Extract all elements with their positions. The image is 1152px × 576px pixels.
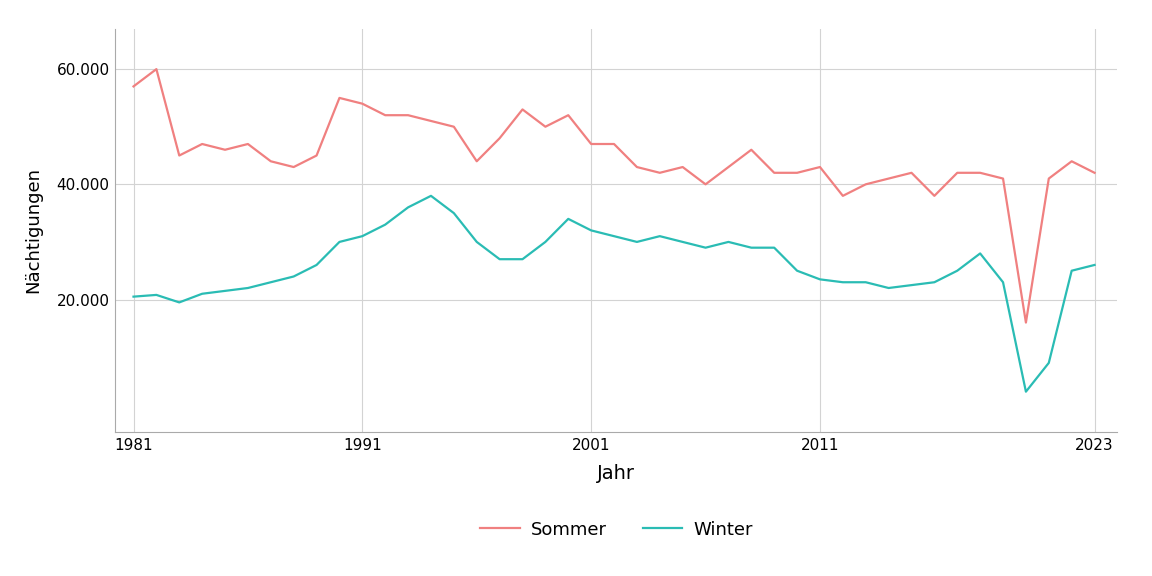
Winter — [561, 215, 575, 222]
Sommer — [447, 123, 461, 130]
Winter — [538, 238, 552, 245]
Sommer — [470, 158, 484, 165]
Winter — [676, 238, 690, 245]
Sommer — [653, 169, 667, 176]
Winter — [127, 293, 141, 300]
Sommer — [721, 164, 735, 170]
Winter — [401, 204, 415, 211]
Sommer — [310, 152, 324, 159]
Sommer — [1087, 169, 1101, 176]
Winter — [1087, 262, 1101, 268]
Sommer — [401, 112, 415, 119]
Sommer — [516, 106, 530, 113]
Sommer — [287, 164, 301, 170]
Sommer — [881, 175, 895, 182]
Winter — [1064, 267, 1078, 274]
Winter — [973, 250, 987, 257]
Sommer — [859, 181, 873, 188]
X-axis label: Jahr: Jahr — [598, 464, 635, 483]
Winter — [516, 256, 530, 263]
Y-axis label: Nächtigungen: Nächtigungen — [24, 168, 43, 293]
Sommer — [378, 112, 392, 119]
Winter — [836, 279, 850, 286]
Winter — [356, 233, 370, 240]
Winter — [607, 233, 621, 240]
Winter — [744, 244, 758, 251]
Sommer — [790, 169, 804, 176]
Winter — [150, 291, 164, 298]
Sommer — [127, 83, 141, 90]
Winter — [470, 238, 484, 245]
Sommer — [264, 158, 278, 165]
Sommer — [927, 192, 941, 199]
Winter — [173, 299, 187, 306]
Winter — [790, 267, 804, 274]
Winter — [653, 233, 667, 240]
Winter — [493, 256, 507, 263]
Winter — [881, 285, 895, 291]
Winter — [287, 273, 301, 280]
Sommer — [744, 146, 758, 153]
Winter — [927, 279, 941, 286]
Sommer — [973, 169, 987, 176]
Winter — [698, 244, 712, 251]
Sommer — [241, 141, 255, 147]
Winter — [630, 238, 644, 245]
Sommer — [1064, 158, 1078, 165]
Sommer — [767, 169, 781, 176]
Sommer — [950, 169, 964, 176]
Winter — [378, 221, 392, 228]
Sommer — [173, 152, 187, 159]
Sommer — [813, 164, 827, 170]
Sommer — [676, 164, 690, 170]
Sommer — [836, 192, 850, 199]
Winter — [264, 279, 278, 286]
Sommer — [150, 66, 164, 73]
Sommer — [1041, 175, 1055, 182]
Sommer — [218, 146, 232, 153]
Sommer — [356, 100, 370, 107]
Winter — [424, 192, 438, 199]
Winter — [904, 282, 918, 289]
Winter — [996, 279, 1010, 286]
Sommer — [1020, 319, 1033, 326]
Winter — [333, 238, 347, 245]
Sommer — [424, 118, 438, 124]
Winter — [447, 210, 461, 217]
Winter — [721, 238, 735, 245]
Winter — [1020, 388, 1033, 395]
Winter — [584, 227, 598, 234]
Sommer — [607, 141, 621, 147]
Sommer — [904, 169, 918, 176]
Sommer — [996, 175, 1010, 182]
Winter — [950, 267, 964, 274]
Sommer — [698, 181, 712, 188]
Winter — [241, 285, 255, 291]
Sommer — [333, 94, 347, 101]
Sommer — [538, 123, 552, 130]
Winter — [767, 244, 781, 251]
Winter — [218, 287, 232, 294]
Sommer — [584, 141, 598, 147]
Legend: Sommer, Winter: Sommer, Winter — [472, 514, 760, 546]
Line: Sommer: Sommer — [134, 69, 1094, 323]
Winter — [195, 290, 209, 297]
Sommer — [630, 164, 644, 170]
Sommer — [493, 135, 507, 142]
Sommer — [195, 141, 209, 147]
Sommer — [561, 112, 575, 119]
Winter — [859, 279, 873, 286]
Winter — [1041, 359, 1055, 366]
Winter — [813, 276, 827, 283]
Line: Winter: Winter — [134, 196, 1094, 392]
Winter — [310, 262, 324, 268]
